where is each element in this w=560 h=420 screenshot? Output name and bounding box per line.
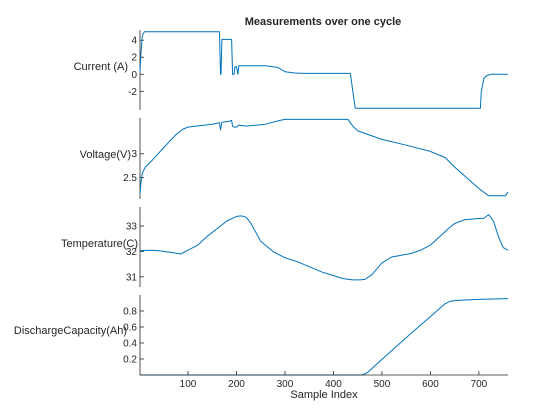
subplot-1: -2 0 2 4 Current (A) [74,30,508,110]
y-tick-label: 0.4 [123,339,137,350]
y-tick-label: 4 [131,36,137,47]
y-tick-label: 0.6 [123,323,137,334]
y-axis-label: Current (A) [74,61,128,73]
series-line [139,214,509,281]
x-tick-label: 300 [277,379,294,390]
series-line [140,298,509,376]
y-tick-label: 0 [131,70,137,81]
y-tick-label: -2 [128,87,137,98]
y-tick-label: 31 [126,272,138,283]
x-tick-label: 100 [180,379,197,390]
y-tick-label: 32 [126,247,138,258]
series-line [139,118,509,197]
y-axis-label: DischargeCapacity(Ah) [14,325,127,337]
y-tick-label: 2.5 [123,173,137,184]
x-axis: 100 200 300 400 500 600 700 [140,371,508,390]
x-axis-label: Sample Index [290,389,358,401]
y-axis-label: Temperature(C) [61,238,138,250]
y-tick-label: 3 [131,149,137,160]
y-tick-label: 0.8 [123,307,137,318]
series-line [139,31,508,109]
x-tick-label: 500 [374,379,391,390]
y-tick-label: 33 [126,222,138,233]
x-tick-label: 600 [422,379,439,390]
x-tick-label: 200 [228,379,245,390]
subplot-4: 0.2 0.4 0.6 0.8 DischargeCapacity(Ah) [14,295,509,376]
y-tick-label: 0.2 [123,355,137,366]
chart-title: Measurements over one cycle [245,16,402,28]
subplot-3: 31 32 33 Temperature(C) [61,207,509,287]
y-tick-label: 2 [131,53,137,64]
x-tick-label: 700 [471,379,488,390]
x-tick-label: 400 [325,379,342,390]
y-axis-label: Voltage(V) [80,149,131,161]
